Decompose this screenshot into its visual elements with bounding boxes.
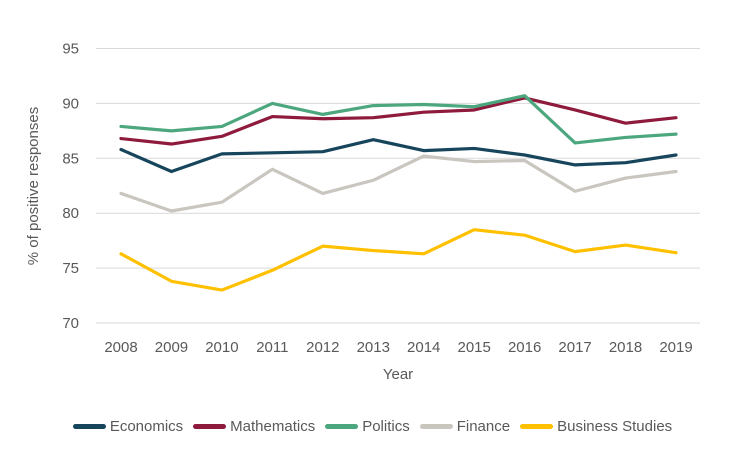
legend-swatch-icon [520,424,554,429]
x-axis-title: Year [383,366,413,383]
x-tick-label: 2011 [256,339,288,356]
x-tick-label: 2019 [659,339,692,356]
x-tick-label: 2008 [104,339,137,356]
y-axis-tick-labels: 70 75 80 85 90 95 [62,41,79,333]
x-tick-label: 2010 [205,339,238,356]
x-tick-label: 2014 [407,339,440,356]
legend-swatch-icon [325,424,359,429]
y-tick-label: 80 [62,205,79,222]
gridlines [96,48,700,324]
legend-label: Business Studies [557,418,673,435]
legend-swatch-icon [193,424,227,429]
x-tick-label: 2015 [457,339,490,356]
legend-label: Politics [362,418,410,435]
plot-area: 70 75 80 85 90 95 2008 2009 2010 2011 2012 2013 201… [25,41,700,383]
y-tick-label: 85 [62,150,79,167]
y-tick-label: 75 [62,260,79,277]
legend-item-business-studies: Business Studies [520,418,672,435]
y-tick-label: 95 [62,41,79,58]
series-line-mathematics [119,96,678,146]
legend-swatch-icon [72,424,106,429]
legend-item-economics: Economics [72,418,184,435]
x-tick-label: 2018 [609,339,642,356]
x-tick-label: 2017 [558,339,591,356]
legend-label: Mathematics [230,418,316,435]
x-axis-tick-labels: 2008 2009 2010 2011 2012 2013 2014 2015 2016 2017… [104,339,692,356]
series-lines [119,94,678,292]
legend: Economics Mathematics Politics Finance Busin… [0,418,745,435]
x-tick-label: 2013 [357,339,390,356]
legend-label: Economics [109,418,184,435]
legend-swatch-icon [419,424,453,429]
legend-label: Finance [456,418,511,435]
series-line-finance [119,154,678,213]
legend-item-politics: Politics [325,418,410,435]
legend-item-mathematics: Mathematics [193,418,315,435]
x-tick-label: 2009 [155,339,188,356]
x-tick-label: 2016 [508,339,541,356]
y-axis-title: % of positive responses [25,107,42,265]
series-line-economics [119,138,678,174]
y-tick-label: 70 [62,315,79,332]
x-tick-label: 2012 [306,339,339,356]
legend-item-finance: Finance [419,418,511,435]
series-line-business-studies [119,228,678,292]
y-tick-label: 90 [62,95,79,112]
series-line-politics [119,94,678,145]
